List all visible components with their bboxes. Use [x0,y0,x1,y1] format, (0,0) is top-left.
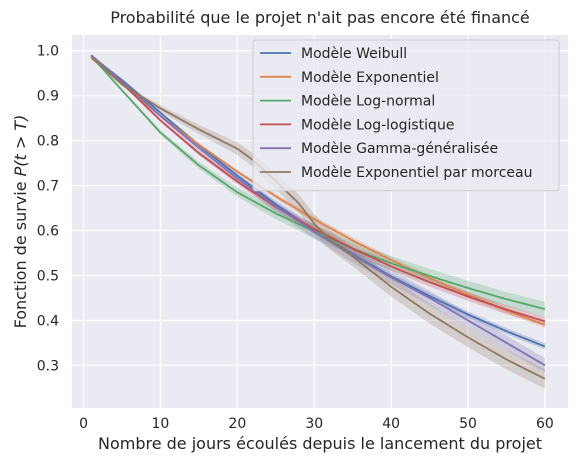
x-tick-label: 10 [152,416,170,432]
legend-label: Modèle Log-normal [301,94,435,110]
legend-label: Modèle Gamma-généralisée [301,141,498,157]
confidence-band-3 [91,56,545,317]
x-tick-label: 0 [79,416,88,432]
x-tick-label: 20 [228,416,246,432]
series-line-6 [90,55,546,380]
x-tick-label: 50 [459,416,477,432]
confidence-band-5 [91,55,545,373]
legend-item: Modèle Weibull [260,46,407,62]
legend-label: Modèle Weibull [301,46,407,62]
legend-label: Modèle Exponentiel par morceau [301,165,532,181]
y-tick-label: 0.7 [37,179,59,195]
y-tick-label: 0.5 [37,268,59,284]
confidence-band-6 [91,56,545,389]
legend-item: Modèle Log-logistique [260,117,454,133]
y-tick-label: 0.4 [37,313,59,329]
y-axis-title-text: Fonction de survie [11,176,30,328]
y-tick-label: 0.3 [37,358,59,374]
y-tick-label: 0.9 [37,89,59,105]
series-line-4 [90,54,546,323]
y-tick-label: 0.8 [37,134,59,150]
legend: Modèle Weibull Modèle Exponentiel Modèle L… [252,39,560,192]
y-axis-ticks: 0.3 0.4 0.5 0.6 0.7 0.8 0.9 1.0 [37,44,59,375]
x-tick-label: 40 [382,416,400,432]
x-axis-ticks: 0 10 20 30 40 50 60 [79,416,554,432]
legend-item: Modèle Gamma-généralisée [260,141,498,157]
x-axis-title: Nombre de jours écoulés depuis le lancem… [98,434,542,453]
legend-label: Modèle Log-logistique [301,117,454,133]
y-tick-label: 0.6 [37,223,59,239]
legend-item: Modèle Log-normal [260,94,435,110]
y-axis-title-math: P(t > T) [11,115,30,177]
chart-title: Probabilité que le projet n'ait pas enco… [110,8,530,27]
legend-item: Modèle Exponentiel [260,70,439,86]
legend-items: Modèle Weibull Modèle Exponentiel Modèle L… [260,46,532,181]
legend-label: Modèle Exponentiel [301,70,439,86]
confidence-bands [91,55,545,389]
legend-box [252,39,560,192]
series-lines [90,54,546,380]
legend-item: Modèle Exponentiel par morceau [260,165,532,181]
x-tick-label: 30 [305,416,323,432]
series-line-5 [90,54,546,367]
y-axis-title: Fonction de survie P(t > T) [11,115,30,329]
y-tick-label: 1.0 [37,44,59,60]
x-tick-label: 60 [536,416,554,432]
